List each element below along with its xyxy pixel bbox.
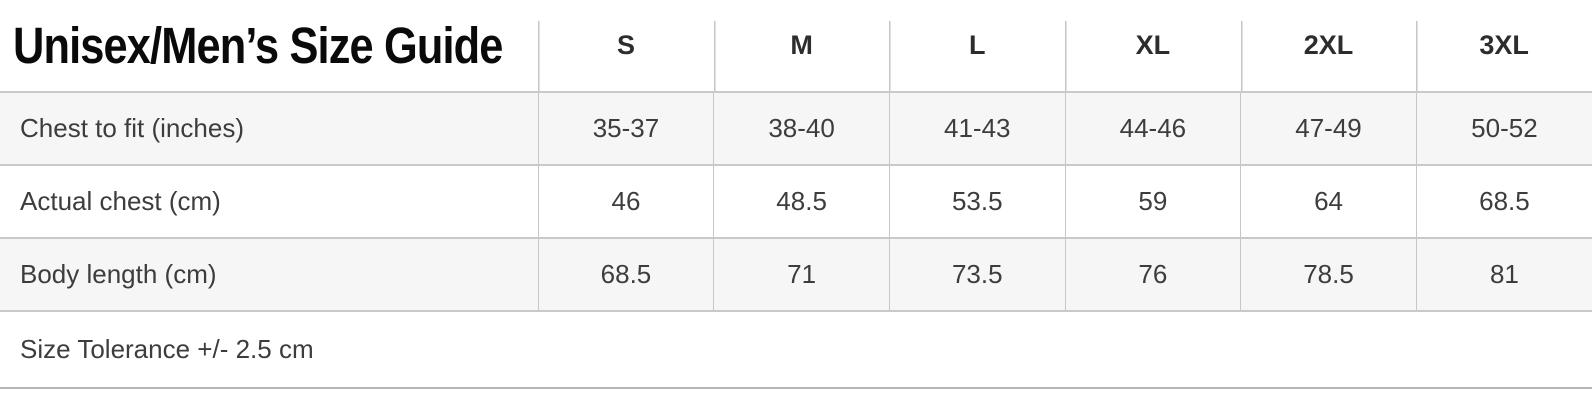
footer-row: Size Tolerance +/- 2.5 cm [0, 311, 1592, 388]
table-row: Body length (cm) 68.5 71 73.5 76 78.5 81 [0, 238, 1592, 311]
size-value-cell: 35-37 [537, 92, 714, 165]
size-value-cell: 44-46 [1064, 92, 1241, 165]
row-label: Actual chest (cm) [20, 186, 221, 216]
table-title: Unisex/Men’s Size Guide [13, 17, 503, 74]
table-row: Actual chest (cm) 46 48.5 53.5 59 64 68.5 [0, 165, 1592, 238]
size-column-header-xl: XL [1065, 0, 1241, 92]
size-tolerance-note: Size Tolerance +/- 2.5 cm [0, 311, 1592, 388]
size-column-header-3xl: 3XL [1416, 0, 1592, 92]
row-label: Body length (cm) [20, 259, 217, 289]
size-guide-table: Unisex/Men’s Size Guide S M L XL 2XL 3XL Ches… [0, 0, 1592, 388]
size-value-cell: 47-49 [1240, 92, 1417, 165]
size-value-cell: 76 [1064, 238, 1241, 311]
row-label: Chest to fit (inches) [20, 113, 244, 143]
size-value-cell: 71 [713, 238, 890, 311]
size-column-header-l: L [889, 0, 1066, 92]
size-value-cell: 38-40 [713, 92, 890, 165]
size-value-cell: 50-52 [1415, 92, 1592, 165]
size-value-cell: 41-43 [888, 92, 1066, 165]
size-column-header-s: S [538, 0, 714, 92]
size-column-header-2xl: 2XL [1240, 0, 1417, 92]
table-row: Chest to fit (inches) 35-37 38-40 41-43 44-4… [0, 92, 1592, 165]
size-value-cell: 59 [1064, 165, 1241, 238]
size-value-cell: 53.5 [888, 165, 1066, 238]
size-value-cell: 46 [537, 165, 714, 238]
size-value-cell: 68.5 [537, 238, 714, 311]
size-value-cell: 73.5 [888, 238, 1066, 311]
header-row: Unisex/Men’s Size Guide S M L XL 2XL 3XL [0, 0, 1592, 92]
size-value-cell: 81 [1415, 238, 1592, 311]
size-value-cell: 64 [1240, 165, 1417, 238]
size-column-header-m: M [713, 0, 890, 92]
size-value-cell: 48.5 [713, 165, 890, 238]
size-table-body: Chest to fit (inches) 35-37 38-40 41-43 44-4… [0, 92, 1592, 311]
size-value-cell: 78.5 [1240, 238, 1417, 311]
title-cell: Unisex/Men’s Size Guide [0, 0, 538, 92]
size-value-cell: 68.5 [1415, 165, 1592, 238]
